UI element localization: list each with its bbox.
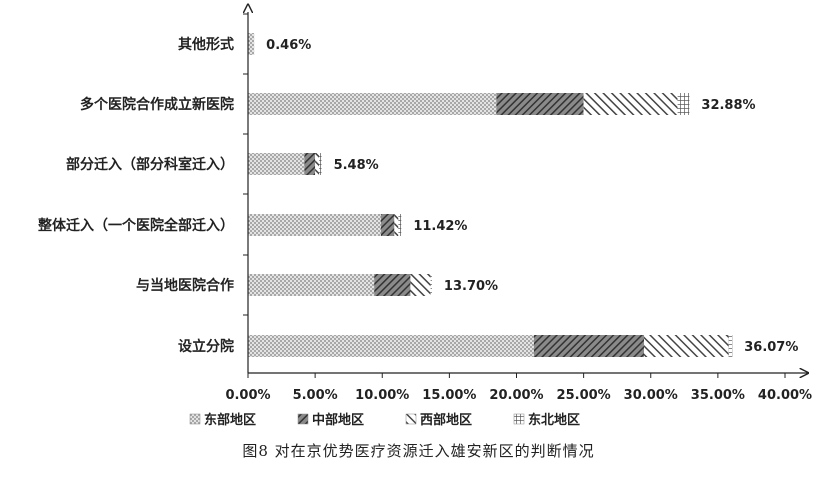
stacked-bar-chart: 0.00% 5.00% 10.00% 15.00% 20.00% 25.00% 30.00%… <box>37 0 812 428</box>
legend-swatch-east <box>189 413 201 425</box>
x-tick-label-1: 5.00% <box>293 388 338 403</box>
legend-swatch-west <box>405 413 417 425</box>
legend-label-northeast: 东北地区 <box>528 412 580 428</box>
bar-central-2 <box>304 153 316 175</box>
figure-caption: 图8 对在京优势医疗资源迁入雄安新区的判断情况 <box>242 442 595 460</box>
category-label-1: 多个医院合作成立新医院 <box>80 96 234 113</box>
bar-central-3 <box>380 214 395 236</box>
total-label-5: 36.07% <box>744 340 798 355</box>
bar-west-1 <box>583 93 678 115</box>
bar-east-2 <box>248 153 305 175</box>
bar-central-4 <box>374 274 411 296</box>
total-label-2: 5.48% <box>334 158 379 173</box>
category-label-2: 部分迁入（部分科室迁入） <box>66 156 234 173</box>
bar-west-5 <box>644 335 729 357</box>
bar-east-4 <box>248 274 375 296</box>
bar-central-5 <box>533 335 645 357</box>
bar-northeast-4 <box>430 274 432 296</box>
x-tick-label-4: 20.00% <box>489 388 543 403</box>
bar-northeast-3 <box>398 214 402 236</box>
bar-northeast-5 <box>728 335 733 357</box>
legend-swatch-central <box>297 413 309 425</box>
x-tick-label-0: 0.00% <box>225 388 270 403</box>
bar-central-1 <box>496 93 584 115</box>
bar-west-4 <box>410 274 431 296</box>
bar-east-0 <box>248 33 255 55</box>
legend-swatch-northeast <box>513 413 525 425</box>
total-label-4: 13.70% <box>444 279 498 294</box>
bar-east-3 <box>248 214 381 236</box>
x-tick-label-5: 25.00% <box>557 388 611 403</box>
category-label-4: 与当地医院合作 <box>136 277 234 294</box>
legend-label-east: 东部地区 <box>204 412 256 428</box>
total-label-3: 11.42% <box>413 219 467 234</box>
total-label-1: 32.88% <box>701 98 755 113</box>
x-tick-label-6: 30.00% <box>624 388 678 403</box>
bar-northeast-1 <box>677 93 690 115</box>
category-label-3: 整体迁入（一个医院全部迁入） <box>37 217 234 234</box>
legend-label-central: 中部地区 <box>312 412 364 428</box>
bar-west-2 <box>315 153 320 175</box>
x-tick-label-3: 15.00% <box>422 388 476 403</box>
category-label-0: 其他形式 <box>178 36 234 53</box>
bar-east-1 <box>248 93 497 115</box>
x-tick-label-2: 10.00% <box>355 388 409 403</box>
category-label-5: 设立分院 <box>178 338 234 355</box>
bar-northeast-2 <box>319 153 322 175</box>
x-tick-label-7: 35.00% <box>691 388 745 403</box>
bar-west-3 <box>394 214 399 236</box>
total-label-0: 0.46% <box>266 38 311 53</box>
bar-east-5 <box>248 335 534 357</box>
legend-label-west: 西部地区 <box>420 412 472 428</box>
x-tick-label-8: 40.00% <box>758 388 812 403</box>
